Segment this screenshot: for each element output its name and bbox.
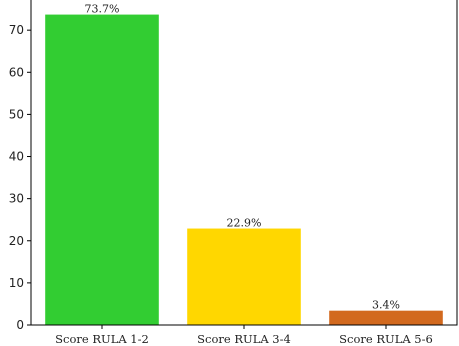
bar-value-label: 22.9% [227,217,262,230]
y-tick-label: 10 [9,276,24,290]
bar-value-label: 3.4% [372,299,400,312]
x-tick-label: Score RULA 3-4 [197,332,291,346]
bar [187,228,301,325]
x-tick-label: Score RULA 1-2 [55,332,149,346]
plot-frame [30,0,458,326]
bar-value-label: 73.7% [85,3,120,16]
bar [329,310,443,325]
y-tick-label: 60 [9,65,24,79]
y-tick-label: 0 [16,318,24,332]
y-tick-label: 50 [9,107,24,121]
x-axis: Score RULA 1-2 Score RULA 3-4 Score RULA 5… [55,325,433,346]
y-axis: 0 10 20 30 40 50 60 70 [9,23,31,332]
y-tick-label: 70 [9,23,24,37]
x-tick-label: Score RULA 5-6 [339,332,433,346]
y-tick-label: 20 [9,234,24,248]
bars: 73.7% 22.9% 3.4% [45,3,443,325]
y-tick-label: 40 [9,150,24,164]
bar [45,14,159,325]
y-tick-label: 30 [9,192,24,206]
